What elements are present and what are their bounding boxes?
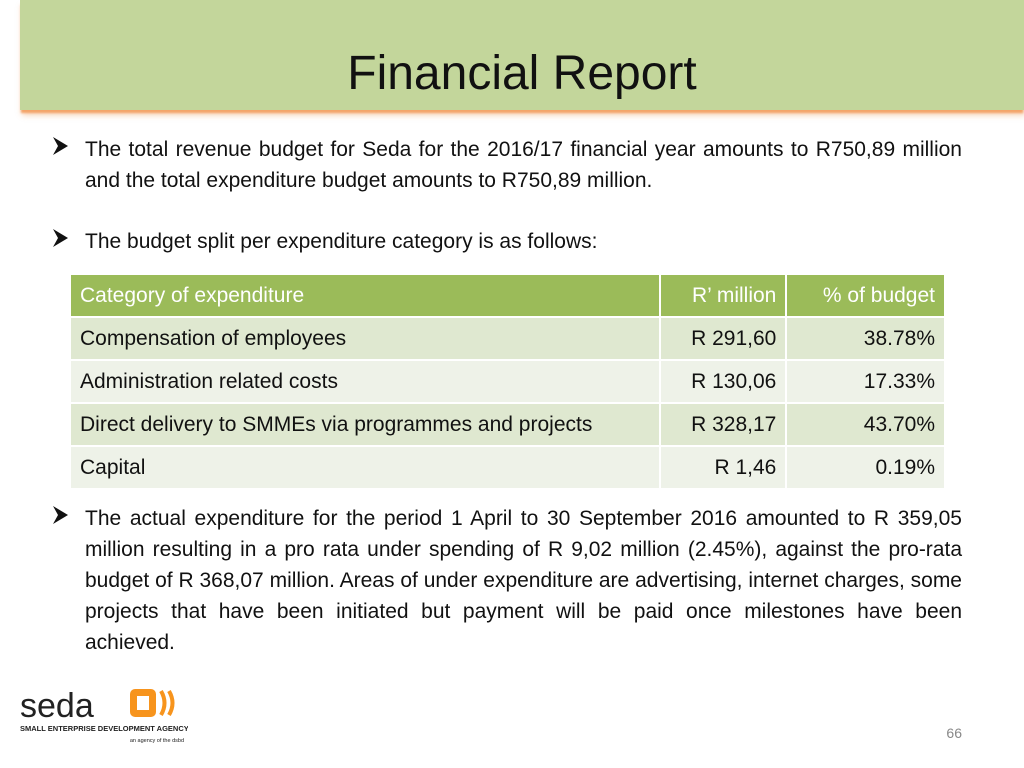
arrow-bullet-icon: [53, 506, 68, 524]
table-cell-amount: R 291,60: [658, 316, 788, 361]
bullet-split-intro: The budget split per expenditure categor…: [52, 226, 962, 257]
table-row: Compensation of employees R 291,60 38.78…: [69, 316, 946, 361]
table-header-row: Category of expenditure R’ million % of …: [69, 273, 946, 318]
table-cell-amount: R 130,06: [658, 359, 788, 404]
arrow-bullet-icon: [53, 137, 68, 155]
table-cell-percent: 38.78%: [785, 316, 946, 361]
page-number: 66: [946, 725, 962, 741]
bullet-actual-expenditure: The actual expenditure for the period 1 …: [52, 503, 962, 658]
logo-wordmark: seda: [20, 687, 94, 725]
title-bar: Financial Report: [20, 0, 1024, 110]
table-cell-category: Administration related costs: [69, 359, 661, 404]
table-cell-percent: 43.70%: [785, 402, 946, 447]
logo-tagline: SMALL ENTERPRISE DEVELOPMENT AGENCY: [20, 724, 188, 733]
page-title: Financial Report: [347, 47, 697, 100]
table-cell-category: Capital: [69, 445, 661, 490]
table-cell-category: Compensation of employees: [69, 316, 661, 361]
table-row: Direct delivery to SMMEs via programmes …: [69, 402, 946, 447]
table-cell-percent: 17.33%: [785, 359, 946, 404]
bullet-text: The actual expenditure for the period 1 …: [85, 507, 962, 654]
table-row: Administration related costs R 130,06 17…: [69, 359, 946, 404]
table-cell-amount: R 1,46: [658, 445, 788, 490]
table-cell-percent: 0.19%: [785, 445, 946, 490]
table-cell-category: Direct delivery to SMMEs via programmes …: [69, 402, 661, 447]
column-header-amount: R’ million: [658, 273, 788, 318]
table-row: Capital R 1,46 0.19%: [69, 445, 946, 490]
arrow-bullet-icon: [53, 229, 68, 247]
bullet-text: The total revenue budget for Seda for th…: [85, 138, 962, 192]
seda-logo: seda SMALL ENTERPRISE DEVELOPMENT AGENCY…: [16, 683, 188, 747]
bullet-text: The budget split per expenditure categor…: [85, 230, 598, 253]
logo-subline: an agency of the dsbd: [130, 738, 184, 744]
bullet-revenue: The total revenue budget for Seda for th…: [52, 134, 962, 196]
column-header-percent: % of budget: [785, 273, 946, 318]
column-header-category: Category of expenditure: [69, 273, 661, 318]
table-cell-amount: R 328,17: [658, 402, 788, 447]
budget-table: Category of expenditure R’ million % of …: [69, 273, 946, 490]
